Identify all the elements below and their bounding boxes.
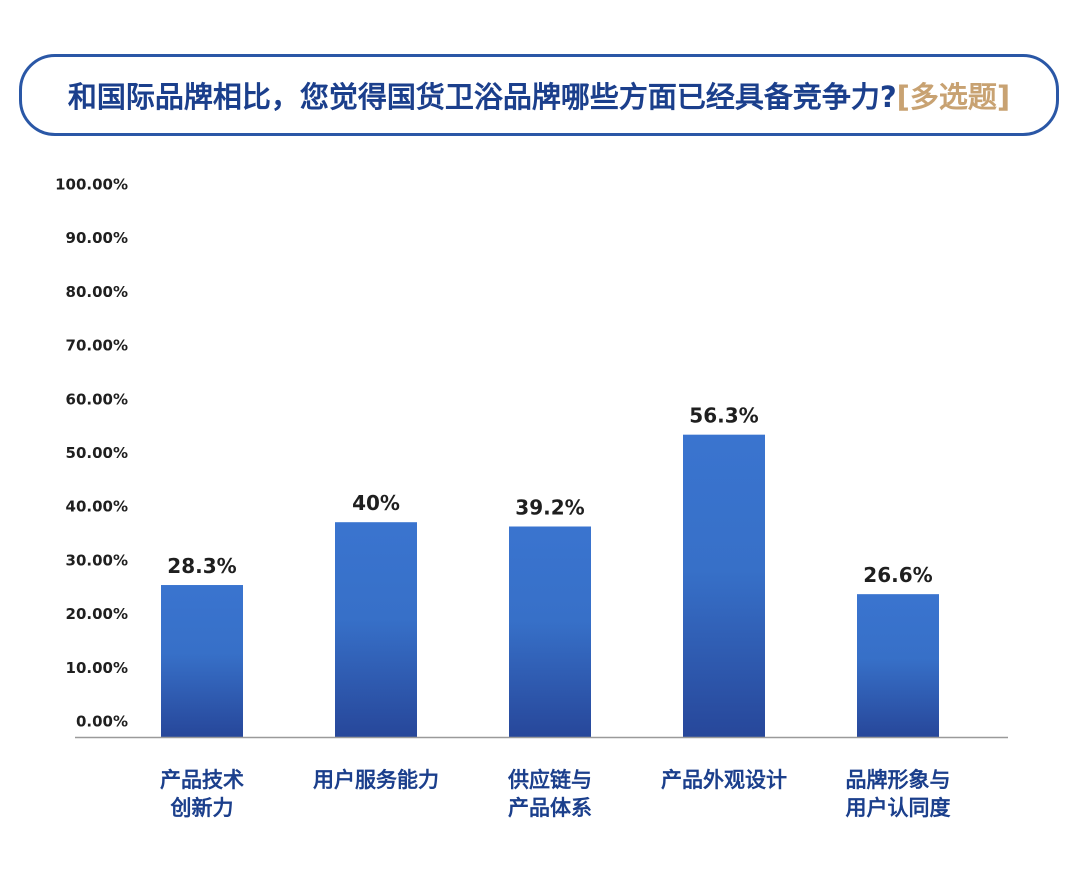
x-category-label: 产品外观设计 bbox=[661, 768, 787, 792]
y-tick-label: 100.00% bbox=[55, 176, 128, 194]
question-type-tag: [多选题] bbox=[896, 80, 1011, 114]
x-category-label: 创新力 bbox=[170, 796, 234, 820]
y-tick-label: 10.00% bbox=[66, 659, 128, 677]
y-tick-label: 80.00% bbox=[66, 283, 128, 301]
y-tick-label: 70.00% bbox=[66, 337, 128, 355]
value-labels-group: 28.3% 40% 39.2% 56.3% 26.6% bbox=[167, 404, 932, 587]
x-category-label: 品牌形象与 bbox=[846, 768, 951, 792]
x-category-label: 供应链与 bbox=[507, 768, 592, 792]
bar bbox=[335, 522, 417, 737]
x-category-label: 用户服务能力 bbox=[313, 768, 439, 792]
chart-title-box: 和国际品牌相比，您觉得国货卫浴品牌哪些方面已经具备竞争力? [多选题] bbox=[19, 54, 1059, 136]
chart-title: 和国际品牌相比，您觉得国货卫浴品牌哪些方面已经具备竞争力? bbox=[67, 80, 897, 114]
y-tick-label: 30.00% bbox=[66, 551, 128, 569]
y-axis: 0.00% 10.00% 20.00% 30.00% 40.00% 50.00% 60.00… bbox=[55, 176, 128, 731]
bar-chart: 0.00% 10.00% 20.00% 30.00% 40.00% 50.00% 60.00… bbox=[55, 176, 1008, 820]
bar-value-label: 28.3% bbox=[167, 554, 236, 578]
bar bbox=[509, 526, 591, 737]
bar-value-label: 39.2% bbox=[515, 495, 584, 519]
x-category-label: 用户认同度 bbox=[846, 796, 951, 820]
y-tick-label: 50.00% bbox=[66, 444, 128, 462]
bar-value-label: 26.6% bbox=[863, 563, 932, 587]
x-category-label: 产品技术 bbox=[160, 768, 244, 792]
y-tick-label: 90.00% bbox=[66, 229, 128, 247]
bar bbox=[857, 594, 939, 737]
y-tick-label: 20.00% bbox=[66, 605, 128, 623]
x-category-label: 产品体系 bbox=[508, 796, 592, 820]
bar-value-label: 56.3% bbox=[689, 404, 758, 428]
bar-value-label: 40% bbox=[352, 491, 400, 515]
y-tick-label: 40.00% bbox=[66, 498, 128, 516]
bars-group bbox=[161, 434, 939, 737]
bar bbox=[683, 434, 765, 737]
y-tick-label: 60.00% bbox=[66, 390, 128, 408]
y-tick-label: 0.00% bbox=[76, 713, 128, 731]
bar bbox=[161, 585, 243, 737]
